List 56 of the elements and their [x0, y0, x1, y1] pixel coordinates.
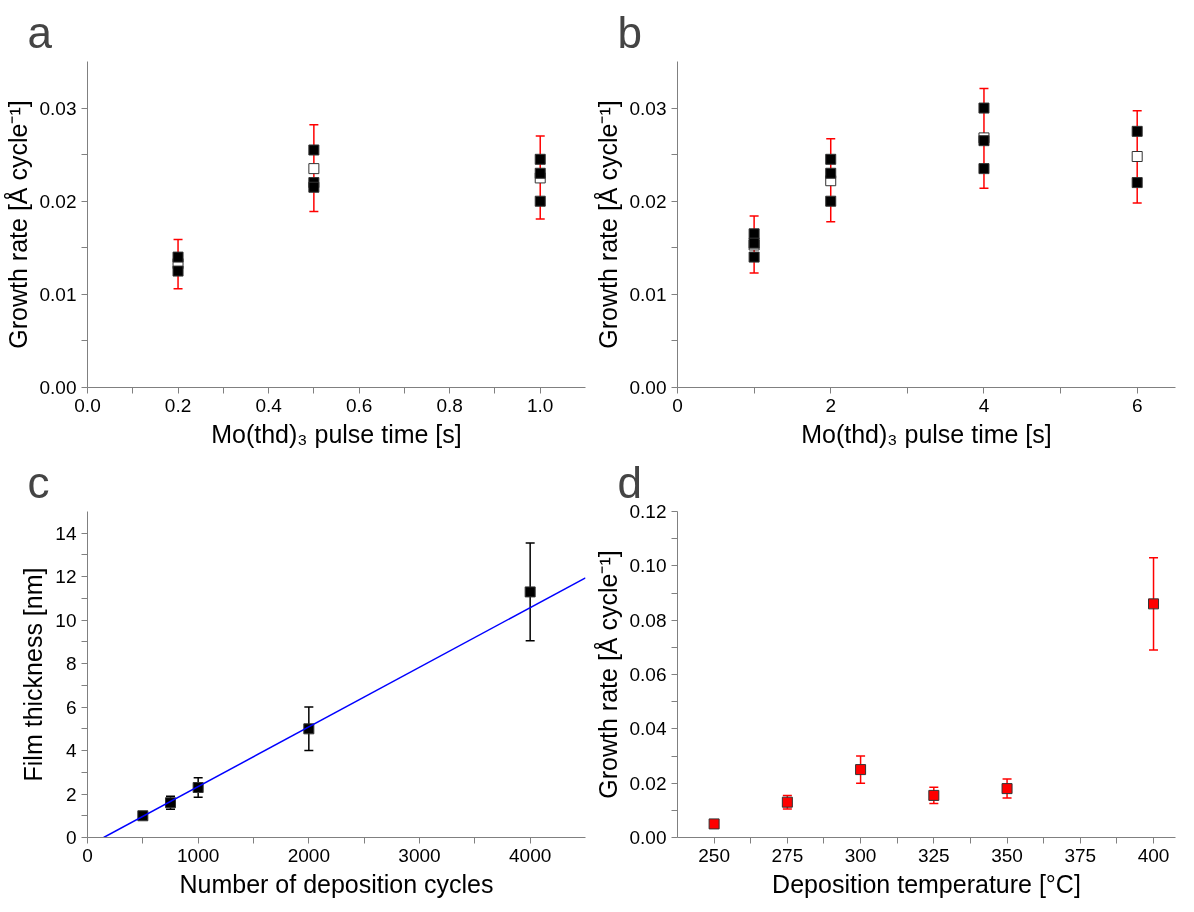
y-tick-label: 0.03	[39, 97, 77, 119]
text: b	[617, 7, 642, 57]
x-tick-label: 400	[1137, 844, 1170, 866]
text: a	[27, 7, 53, 57]
x-tick-label: 0	[672, 394, 683, 416]
x-tick-label: 350	[991, 844, 1023, 866]
y-axis-title: Growth rate [Å cycle⁻¹]	[592, 100, 622, 349]
x-tick-label: 375	[1064, 844, 1097, 866]
y-tick-label: 0.02	[629, 190, 667, 212]
y-tick-label: 0.12	[629, 501, 667, 522]
x-tick-label: 4000	[509, 844, 552, 866]
y-tick-label: 0.01	[39, 283, 77, 305]
x-axis-title: Deposition temperature [°C]	[772, 869, 1081, 898]
y-tick-label: 6	[65, 696, 77, 718]
y-tick-label: 0.02	[629, 772, 667, 794]
y-tick-label: 0.03	[629, 97, 667, 119]
y-tick-label: 4	[65, 740, 77, 762]
x-tick-label: 2000	[287, 844, 330, 866]
x-tick-label: 0.2	[164, 394, 192, 416]
x-tick-label: 4	[978, 394, 990, 416]
x-tick-label: 2	[825, 394, 837, 416]
x-tick-label: 0	[82, 844, 93, 866]
y-axis-title: Growth rate [Å cycle⁻¹]	[2, 100, 32, 349]
x-tick-label: 250	[698, 844, 730, 866]
x-axis-title: Number of deposition cycles	[179, 869, 494, 898]
y-tick-label: 0	[65, 827, 77, 848]
x-tick-label: 0.6	[345, 394, 373, 416]
y-tick-label: 8	[65, 653, 77, 675]
y-tick-label: 0.10	[629, 555, 667, 577]
y-axis-title: Growth rate [Å cycle⁻¹]	[592, 550, 622, 799]
y-tick-label: 0.06	[629, 664, 667, 685]
x-tick-label: 0.8	[436, 394, 463, 416]
text: c	[27, 457, 50, 507]
x-tick-label: 1.0	[527, 394, 554, 416]
x-axis-title: Mo(thd)₃ pulse time [s]	[211, 419, 462, 448]
y-tick-label: 0.01	[629, 283, 667, 305]
x-tick-label: 275	[771, 844, 804, 866]
y-tick-label: 0.00	[629, 827, 667, 848]
x-tick-label: 6	[1131, 394, 1143, 416]
x-tick-label: 0.0	[74, 394, 101, 416]
y-tick-label: 10	[55, 609, 77, 631]
y-tick-label: 0.02	[39, 190, 77, 212]
x-tick-label: 3000	[398, 844, 441, 866]
y-tick-label: 0.00	[629, 377, 667, 398]
y-tick-label: 0.04	[629, 718, 667, 740]
y-tick-label: 14	[55, 522, 77, 544]
x-tick-label: 1000	[177, 844, 220, 866]
y-tick-label: 2	[65, 783, 77, 805]
x-tick-label: 325	[917, 844, 950, 866]
x-tick-label: 0.4	[255, 394, 283, 416]
x-tick-label: 300	[844, 844, 877, 866]
y-tick-label: 0.00	[39, 377, 77, 398]
y-tick-label: 12	[55, 566, 77, 588]
y-tick-label: 0.08	[629, 609, 667, 631]
y-axis-title: Film thickness [nm]	[19, 567, 48, 782]
x-axis-title: Mo(thd)₃ pulse time [s]	[801, 419, 1052, 448]
